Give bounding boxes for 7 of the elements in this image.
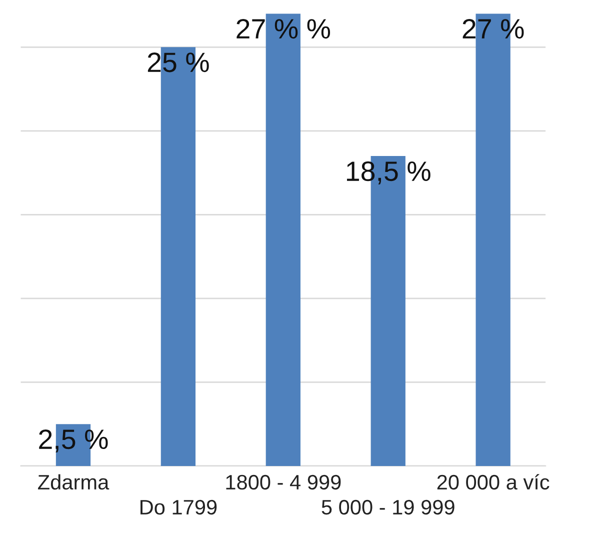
x-tick-label: 5 000 - 19 999 (322, 500, 454, 515)
bar (266, 14, 300, 466)
x-tick-label: 1800 - 4 999 (226, 474, 341, 490)
x-tick-label: 20 000 a víc (437, 474, 550, 490)
x-tick-label: Do 1799 (140, 500, 217, 515)
data-label: 27 % % (236, 19, 330, 39)
x-tick-label: Zdarma (38, 474, 110, 490)
